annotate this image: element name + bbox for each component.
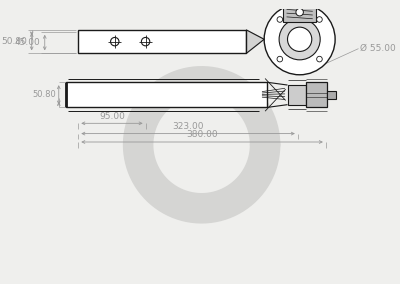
Text: 95.00: 95.00 — [99, 112, 125, 120]
Text: 50.80: 50.80 — [32, 90, 56, 99]
Bar — [327, 91, 336, 99]
Circle shape — [277, 56, 283, 62]
Circle shape — [288, 27, 312, 51]
Circle shape — [277, 17, 283, 22]
Circle shape — [317, 56, 322, 62]
Bar — [288, 85, 306, 105]
Polygon shape — [246, 30, 264, 53]
Circle shape — [279, 19, 320, 60]
Text: 380.00: 380.00 — [186, 130, 218, 139]
Circle shape — [110, 37, 119, 46]
Circle shape — [264, 4, 335, 75]
Bar — [283, 2, 316, 22]
Text: 45.00: 45.00 — [14, 38, 40, 47]
Circle shape — [296, 9, 303, 16]
Circle shape — [141, 37, 150, 46]
Bar — [306, 82, 327, 107]
Bar — [66, 82, 267, 107]
Text: 50.80: 50.80 — [1, 37, 27, 46]
Text: Ø 55.00: Ø 55.00 — [360, 44, 396, 53]
Text: 323.00: 323.00 — [172, 122, 204, 131]
Bar — [78, 30, 246, 53]
Circle shape — [317, 17, 322, 22]
